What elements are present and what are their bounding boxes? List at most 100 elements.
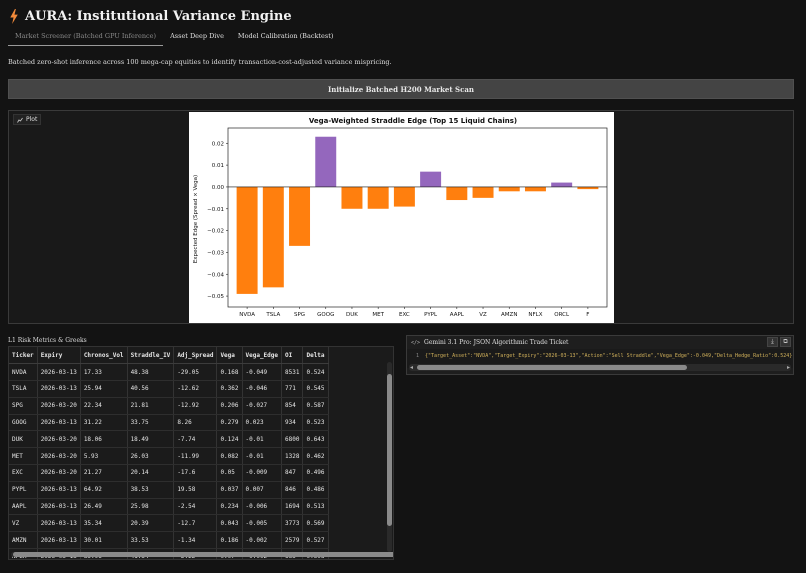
code-horizontal-scrollbar[interactable]: ◂ ▸ <box>409 364 791 371</box>
table-cell: 854 <box>281 397 304 415</box>
table-cell: 0.524 <box>302 363 329 382</box>
table-cell: 40.56 <box>127 380 175 398</box>
table-cell: 48.38 <box>127 363 175 382</box>
table-cell: 1328 <box>281 447 304 466</box>
table-cell: 1694 <box>281 498 304 516</box>
table-cell: -12.62 <box>173 380 218 398</box>
table-row[interactable]: GOOG 2026-03-13 31.22 33.75 8.26 0.279 0.023 93… <box>9 414 329 432</box>
table-row[interactable]: TSLA 2026-03-13 25.94 40.56 -12.62 0.362 -0.04… <box>9 380 329 398</box>
table-row[interactable]: MET 2026-03-20 5.93 26.03 -11.99 0.082 -0.01 13… <box>9 447 329 466</box>
column-header[interactable]: OI <box>281 347 304 365</box>
table-cell: NVDA <box>9 363 38 382</box>
x-tick-label: AAPL <box>450 312 465 318</box>
table-cell: -7.74 <box>173 430 218 449</box>
y-tick-label: −0.04 <box>207 272 224 278</box>
scroll-left-icon[interactable]: ◂ <box>410 364 414 371</box>
column-header[interactable]: Chronos_Vol <box>80 347 128 365</box>
table-cell: -2.54 <box>173 498 218 516</box>
page-description: Batched zero-shot inference across 100 m… <box>8 58 392 66</box>
table-cell: 847 <box>281 464 304 482</box>
x-tick-label: NFLX <box>528 312 542 318</box>
table-cell: 5.93 <box>80 447 128 466</box>
y-tick-label: −0.02 <box>207 229 224 235</box>
lightning-icon <box>10 8 18 24</box>
bar-nflx <box>524 186 546 192</box>
column-header[interactable]: Vega <box>216 347 243 365</box>
table-cell: 0.168 <box>216 363 243 382</box>
column-header[interactable]: Ticker <box>9 347 38 365</box>
table-cell: 2026-03-13 <box>37 498 81 516</box>
table-cell: 0.05 <box>216 464 243 482</box>
table-cell: 0.023 <box>242 414 283 432</box>
download-icon[interactable]: ⤓ <box>767 337 778 347</box>
table-row[interactable]: VZ 2026-03-13 35.34 20.39 -12.7 0.043 -0.005 37… <box>9 514 329 533</box>
trade-ticket-panel: </> Gemini 3.1 Pro: JSON Algorithmic Tra… <box>406 335 794 375</box>
app-title: AURA: Institutional Variance Engine <box>25 8 292 24</box>
risk-metrics-table[interactable]: Ticker Expiry Chronos_Vol Straddle_IV Adj_Sp… <box>8 346 394 560</box>
table-cell: 17.33 <box>80 363 128 382</box>
column-header[interactable]: Vega_Edge <box>242 347 283 365</box>
y-tick-label: 0.00 <box>212 185 225 191</box>
table-cell: -0.006 <box>242 498 283 516</box>
table-row[interactable]: EXC 2026-03-20 21.27 20.14 -17.6 0.05 -0.009 84… <box>9 464 329 482</box>
plot-label-text: Plot <box>26 116 38 123</box>
table-cell: 2026-03-13 <box>37 481 81 499</box>
table-cell: -11.99 <box>173 447 218 466</box>
tab-model-calibration[interactable]: Model Calibration (Backtest) <box>237 32 334 40</box>
table-cell: 0.513 <box>302 498 329 516</box>
chart-title: Vega-Weighted Straddle Edge (Top 15 Liqu… <box>309 117 517 125</box>
table-row[interactable]: DUK 2026-03-20 18.06 18.49 -7.74 0.124 -0.01 68… <box>9 430 329 449</box>
table-cell: GOOG <box>9 414 38 432</box>
column-header[interactable]: Straddle_IV <box>127 347 175 365</box>
column-header[interactable]: Expiry <box>37 347 81 365</box>
table-cell: SPG <box>9 397 38 415</box>
table-cell: -12.7 <box>173 514 218 533</box>
table-cell: 26.49 <box>80 498 128 516</box>
table-cell: VZ <box>9 514 38 533</box>
code-json-text: {"Target_Asset":"NVDA","Target_Expiry":"… <box>425 353 793 359</box>
table-cell: 0.643 <box>302 430 329 449</box>
bars-group <box>228 136 607 294</box>
vertical-scrollbar[interactable] <box>387 362 392 552</box>
table-row[interactable]: NVDA 2026-03-13 17.33 48.38 -29.05 0.168 -0.04… <box>9 363 329 382</box>
column-header[interactable]: Delta <box>302 347 329 365</box>
table-row[interactable]: SPG 2026-03-20 22.34 21.81 -12.92 0.206 -0.027… <box>9 397 329 415</box>
tab-asset-deep-dive[interactable]: Asset Deep Dive <box>170 32 224 40</box>
table-cell: MET <box>9 447 38 466</box>
table-cell: 0.486 <box>302 481 329 499</box>
table-row[interactable]: AMZN 2026-03-13 30.01 33.53 -1.34 0.186 -0.002… <box>9 531 329 550</box>
code-body[interactable]: 1 {"Target_Asset":"NVDA","Target_Expiry":… <box>407 349 793 368</box>
scroll-right-icon[interactable]: ▸ <box>786 364 790 371</box>
table-header-row: Ticker Expiry Chronos_Vol Straddle_IV Adj_Sp… <box>9 347 329 365</box>
table-cell: 33.53 <box>127 531 175 550</box>
x-tick-label: F <box>586 312 589 318</box>
code-actions: ⤓ ⧉ <box>767 337 791 347</box>
y-tick-label: −0.03 <box>207 250 224 256</box>
column-header[interactable]: Adj_Spread <box>173 347 218 365</box>
horizontal-scrollbar[interactable] <box>11 552 393 557</box>
copy-icon[interactable]: ⧉ <box>780 337 791 347</box>
bar-exc <box>393 186 415 207</box>
table-cell: -0.046 <box>242 380 283 398</box>
x-tick-label: ORCL <box>554 312 570 318</box>
table-row[interactable]: PYPL 2026-03-13 64.92 38.53 19.58 0.037 0.007 8… <box>9 481 329 499</box>
bar-vz <box>472 186 494 198</box>
table-cell: 21.81 <box>127 397 175 415</box>
code-scroll-thumb[interactable] <box>417 365 687 370</box>
scan-button[interactable]: Initialize Batched H200 Market Scan <box>8 79 794 99</box>
tab-market-screener[interactable]: Market Screener (Batched GPU Inference) <box>8 29 164 46</box>
table-cell: 26.03 <box>127 447 175 466</box>
table-cell: TSLA <box>9 380 38 398</box>
table-cell: 0.462 <box>302 447 329 466</box>
plot-label: Plot <box>13 114 42 125</box>
table-cell: -0.009 <box>242 464 283 482</box>
table-cell: -0.002 <box>242 531 283 550</box>
x-tick-label: EXC <box>399 312 410 318</box>
x-tick-label: NVDA <box>239 312 255 318</box>
bar-duk <box>341 186 363 209</box>
horizontal-scroll-thumb[interactable] <box>13 552 393 557</box>
table-row[interactable]: AAPL 2026-03-13 26.49 25.98 -2.54 0.234 -0.006… <box>9 498 329 516</box>
table-cell: 2026-03-13 <box>37 414 81 432</box>
bar-nvda <box>236 186 258 294</box>
vertical-scroll-thumb[interactable] <box>387 374 392 526</box>
